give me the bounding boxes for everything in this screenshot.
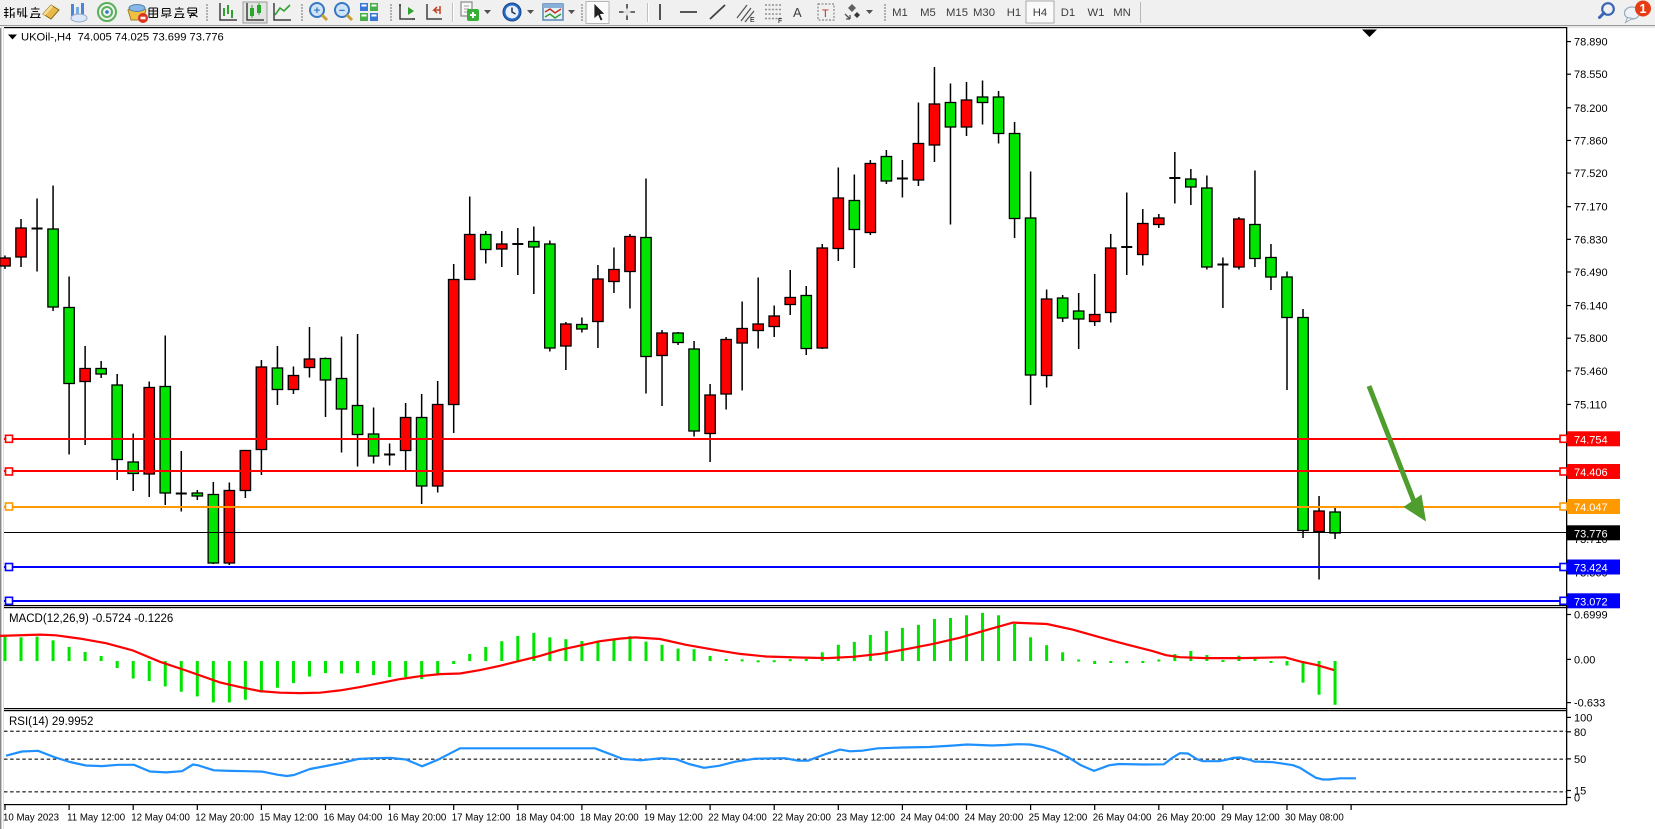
svg-text:12 May 20:00: 12 May 20:00 <box>195 813 254 824</box>
svg-text:78.550: 78.550 <box>1574 69 1608 81</box>
svg-text:25 May 12:00: 25 May 12:00 <box>1029 813 1088 824</box>
svg-text:73.424: 73.424 <box>1574 563 1608 575</box>
svg-text:15 May 12:00: 15 May 12:00 <box>259 813 318 824</box>
svg-text:17 May 12:00: 17 May 12:00 <box>452 813 511 824</box>
svg-text:30 May 08:00: 30 May 08:00 <box>1285 813 1344 824</box>
svg-text:16 May 20:00: 16 May 20:00 <box>388 813 447 824</box>
svg-text:12 May 04:00: 12 May 04:00 <box>131 813 190 824</box>
svg-text:76.830: 76.830 <box>1574 234 1608 246</box>
svg-text:78.890: 78.890 <box>1574 37 1608 49</box>
svg-text:78.200: 78.200 <box>1574 103 1608 115</box>
svg-text:75.800: 75.800 <box>1574 333 1608 345</box>
svg-text:W1: W1 <box>1088 7 1105 19</box>
svg-text:75.460: 75.460 <box>1574 366 1608 378</box>
svg-text:24 May 04:00: 24 May 04:00 <box>900 813 959 824</box>
svg-text:26 May 20:00: 26 May 20:00 <box>1157 813 1216 824</box>
svg-text:M5: M5 <box>920 7 936 19</box>
svg-text:+: + <box>314 5 320 17</box>
svg-text:M15: M15 <box>946 7 968 19</box>
svg-text:H1: H1 <box>1007 7 1021 19</box>
svg-text:T: T <box>822 8 829 20</box>
svg-text:77.520: 77.520 <box>1574 168 1608 180</box>
svg-text:0.00: 0.00 <box>1574 654 1595 666</box>
svg-text:−: − <box>339 5 345 17</box>
svg-text:E: E <box>750 17 755 24</box>
svg-text:H4: H4 <box>1033 7 1047 19</box>
svg-text:A: A <box>793 5 802 20</box>
svg-text:M1: M1 <box>892 7 908 19</box>
svg-text:16 May 04:00: 16 May 04:00 <box>324 813 383 824</box>
svg-text:26 May 04:00: 26 May 04:00 <box>1093 813 1152 824</box>
svg-text:76.490: 76.490 <box>1574 267 1608 279</box>
svg-text:77.860: 77.860 <box>1574 135 1608 147</box>
svg-text:MACD(12,26,9) -0.5724 -0.1226: MACD(12,26,9) -0.5724 -0.1226 <box>9 613 173 625</box>
svg-text:19 May 12:00: 19 May 12:00 <box>644 813 703 824</box>
svg-text:0: 0 <box>1574 793 1580 805</box>
svg-text:76.140: 76.140 <box>1574 301 1608 313</box>
svg-text:11 May 12:00: 11 May 12:00 <box>67 813 126 824</box>
svg-text:10 May 2023: 10 May 2023 <box>3 813 59 824</box>
svg-text:RSI(14) 29.9952: RSI(14) 29.9952 <box>9 716 93 728</box>
svg-text:18 May 20:00: 18 May 20:00 <box>580 813 639 824</box>
svg-text:75.110: 75.110 <box>1574 399 1607 411</box>
svg-text:29 May 12:00: 29 May 12:00 <box>1221 813 1280 824</box>
svg-text:80: 80 <box>1574 727 1586 739</box>
svg-text:M30: M30 <box>973 7 995 19</box>
svg-text:73.072: 73.072 <box>1574 596 1608 608</box>
svg-text:0.6999: 0.6999 <box>1574 610 1608 622</box>
svg-text:50: 50 <box>1574 754 1586 766</box>
svg-text:-0.633: -0.633 <box>1574 698 1605 710</box>
svg-text:22 May 04:00: 22 May 04:00 <box>708 813 767 824</box>
svg-text:100: 100 <box>1574 712 1592 724</box>
svg-text:MN: MN <box>1113 7 1131 19</box>
svg-text:74.754: 74.754 <box>1574 434 1608 446</box>
svg-text:F: F <box>778 18 782 25</box>
svg-text:73.776: 73.776 <box>1574 528 1608 540</box>
svg-text:22 May 20:00: 22 May 20:00 <box>772 813 831 824</box>
svg-text:UKOil-,H4 74.005 74.025 73.69: UKOil-,H4 74.005 74.025 73.699 73.776 <box>21 32 224 44</box>
svg-text:24 May 20:00: 24 May 20:00 <box>965 813 1024 824</box>
svg-text:15: 15 <box>1574 786 1586 798</box>
svg-text:77.170: 77.170 <box>1574 202 1608 214</box>
svg-text:74.406: 74.406 <box>1574 467 1608 479</box>
svg-text:1: 1 <box>1640 2 1647 16</box>
svg-text:74.047: 74.047 <box>1574 502 1608 514</box>
svg-text:18 May 04:00: 18 May 04:00 <box>516 813 575 824</box>
svg-text:23 May 12:00: 23 May 12:00 <box>836 813 895 824</box>
svg-text:D1: D1 <box>1061 7 1075 19</box>
